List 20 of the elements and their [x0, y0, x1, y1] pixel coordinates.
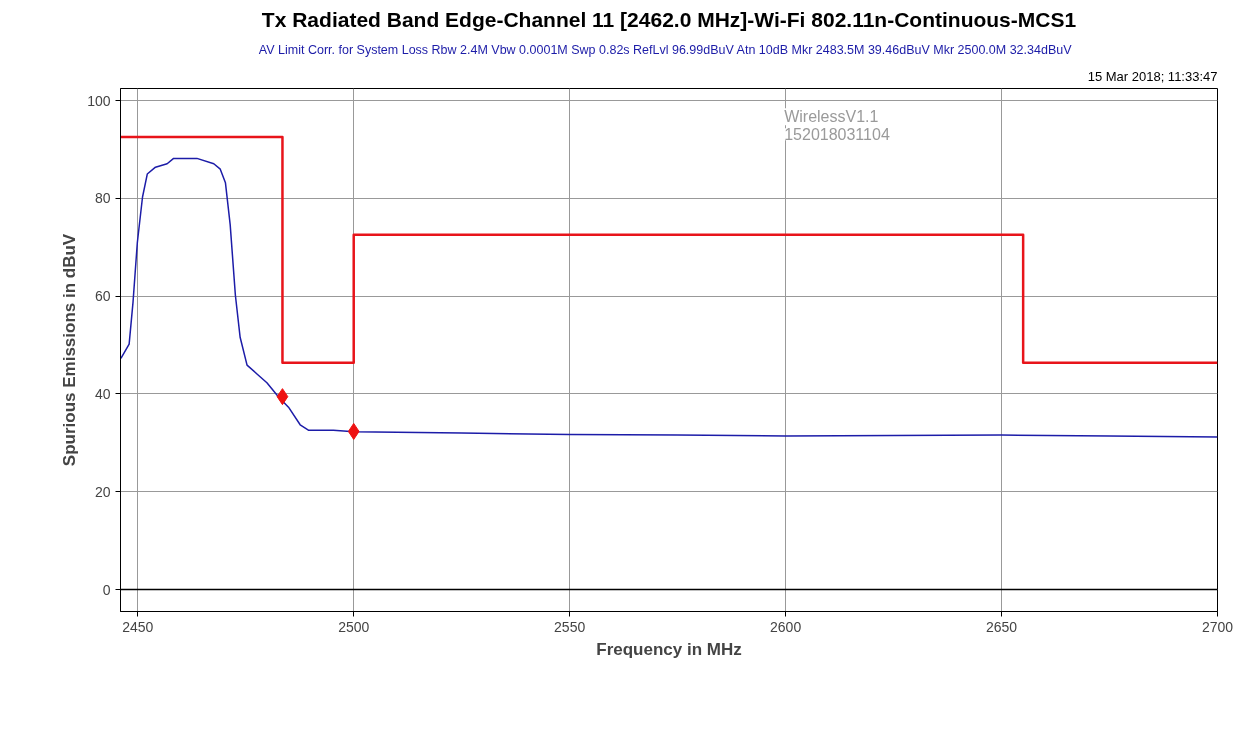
chart-title: Tx Radiated Band Edge-Channel 11 [2462.0 MHz]-Wi-Fi 802.11n-Continuous-MCS1 — [261, 7, 1077, 31]
y-tick-label: 0 — [102, 581, 111, 598]
x-tick-label: 2500 — [338, 618, 370, 635]
y-axis-title: Spurious Emissions in dBuV — [60, 233, 80, 467]
x-tick-label: 2450 — [122, 618, 154, 635]
y-tick-label: 40 — [94, 385, 111, 402]
x-tick-label: 2550 — [554, 618, 586, 635]
y-tick-label: 100 — [87, 92, 111, 109]
annotation: WirelessV1.1 — [784, 108, 879, 126]
y-tick-label: 60 — [94, 288, 111, 305]
x-axis-title: Frequency in MHz — [596, 639, 742, 659]
line-series — [120, 157, 1218, 438]
chart-subtitle: AV Limit Corr. for System Loss Rbw 2.4M Vbw 0.0001M Swp 0.82s RefLvl 96.99dBuV Atn 10dB Mkr 2483.5M 39.46dBuV Mkr 2500.0M 32.34dBuV — [258, 42, 1073, 57]
y-tick-label: 80 — [94, 190, 111, 207]
x-tick-label: 2650 — [985, 618, 1018, 635]
x-tick-label: 2700 — [1201, 618, 1234, 635]
y-tick-label: 20 — [94, 483, 111, 500]
annotation: 152018031104 — [784, 126, 890, 144]
text: 15 Mar 2018; 11:33:47 — [1087, 68, 1218, 84]
x-tick-label: 2600 — [770, 618, 802, 635]
